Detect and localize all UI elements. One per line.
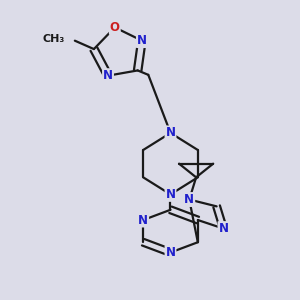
- Text: O: O: [110, 21, 120, 34]
- Text: N: N: [166, 126, 176, 140]
- Text: N: N: [103, 69, 113, 82]
- Text: N: N: [166, 246, 176, 259]
- Text: N: N: [138, 214, 148, 226]
- Text: N: N: [137, 34, 147, 47]
- Text: N: N: [218, 222, 229, 235]
- Text: CH₃: CH₃: [42, 34, 64, 44]
- Text: N: N: [166, 188, 176, 201]
- Text: N: N: [184, 193, 194, 206]
